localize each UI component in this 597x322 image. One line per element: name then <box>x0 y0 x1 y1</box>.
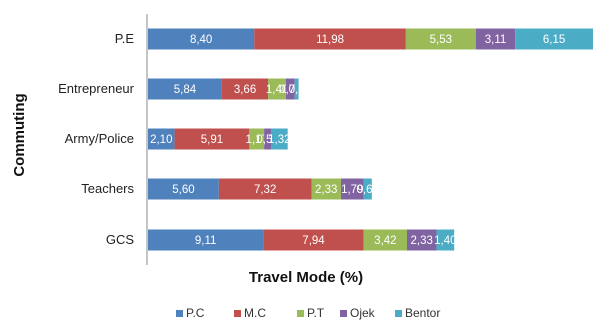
category-label: Entrepreneur <box>58 81 135 96</box>
data-label: 2,10 <box>150 134 172 146</box>
bar-segment <box>221 78 269 100</box>
data-label: 0,3 <box>289 84 305 96</box>
data-label: 3,66 <box>234 84 256 96</box>
data-label: 0,65 <box>357 184 379 196</box>
category-label: Army/Police <box>65 131 134 146</box>
legend-swatch <box>176 310 183 317</box>
bar-segment <box>363 229 407 251</box>
data-label: 1,32 <box>268 134 290 146</box>
bar-segment <box>148 178 219 200</box>
data-label: 3,42 <box>374 235 396 247</box>
data-label: 2,33 <box>315 184 337 196</box>
bar-segment <box>405 28 476 50</box>
bar-segment <box>340 178 364 200</box>
bar-segment <box>515 28 593 50</box>
data-label: 5,53 <box>430 34 452 46</box>
legend-label: M.C <box>244 306 266 320</box>
data-label: 5,84 <box>174 84 197 96</box>
data-label: 8,40 <box>190 34 212 46</box>
data-label: 5,60 <box>172 184 194 196</box>
bar-segment <box>285 78 295 100</box>
legend-label: P.C <box>186 306 205 320</box>
category-label: GCS <box>106 232 135 247</box>
data-label: 5,91 <box>201 134 223 146</box>
legend-swatch <box>297 310 304 317</box>
data-label: 6,15 <box>543 34 565 46</box>
bar-segment <box>268 78 286 100</box>
bar-segment <box>218 178 312 200</box>
bar-segment <box>264 128 271 150</box>
bar-segment <box>436 229 455 251</box>
category-label: Teachers <box>81 181 134 196</box>
bar-segment <box>254 28 406 50</box>
bar-segment <box>249 128 265 150</box>
bar-segment <box>475 28 516 50</box>
legend-label: Ojek <box>350 306 376 320</box>
data-label: 2,33 <box>411 235 433 247</box>
data-label: 1,40 <box>434 235 456 247</box>
bar-segment <box>363 178 372 200</box>
data-label: 3,11 <box>485 34 507 46</box>
legend-swatch <box>395 310 402 317</box>
legend-label: P.T <box>307 306 325 320</box>
bar-segment <box>270 128 288 150</box>
data-label: 7,94 <box>302 235 325 247</box>
legend-label: Bentor <box>405 306 440 320</box>
y-axis-title: Commuting <box>11 93 28 176</box>
data-label: 9,11 <box>195 235 217 247</box>
data-label: 7,32 <box>254 184 276 196</box>
data-label: 1,40 <box>266 84 288 96</box>
bar-segment <box>294 78 299 100</box>
bar-segment <box>174 128 250 150</box>
data-label: 1,17 <box>246 134 268 146</box>
bar-segment <box>311 178 341 200</box>
bar-segment <box>148 78 222 100</box>
x-axis-title: Travel Mode (%) <box>249 269 363 286</box>
bar-segment <box>148 128 175 150</box>
category-label: P.E <box>115 31 135 46</box>
bars: 8,40 11,98 5,53 3,11 6,155,84 3,66 1,400,700,3… <box>148 28 593 251</box>
bar-segment <box>148 229 264 251</box>
legend: P.C M.C P.T Ojek Bentor <box>176 306 440 320</box>
bar-segment <box>407 229 437 251</box>
category-labels: P.E Entrepreneur Army/Police Teachers GCS <box>58 31 135 247</box>
bar-segment <box>263 229 364 251</box>
legend-swatch <box>340 310 347 317</box>
data-label: 1,79 <box>341 184 363 196</box>
legend-swatch <box>234 310 241 317</box>
bar-segment <box>148 28 255 50</box>
data-label: 11,98 <box>316 34 344 46</box>
